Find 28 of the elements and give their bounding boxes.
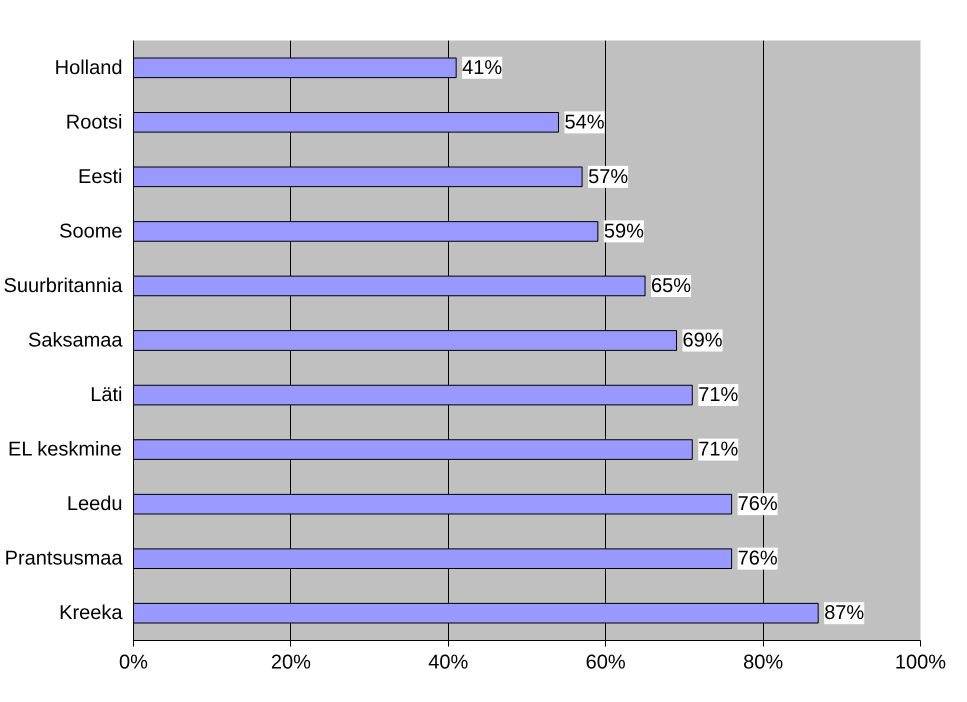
data-label: 71% (698, 438, 739, 461)
y-tick-label: Prantsusmaa (4, 548, 124, 570)
y-tick-label: Soome (59, 220, 123, 242)
x-tick-label: 100% (894, 652, 946, 674)
y-tick-label: Rootsi (66, 111, 123, 134)
data-label: 69% (682, 330, 723, 352)
x-tick-label: 0% (119, 652, 148, 674)
y-tick-label: Läti (90, 384, 123, 406)
data-label: 65% (651, 274, 692, 297)
y-tick-label: Eesti (78, 166, 123, 188)
y-tick-label: EL keskmine (8, 438, 122, 461)
x-tick-label: 20% (270, 652, 312, 674)
data-label: 76% (738, 493, 778, 516)
data-label: 59% (604, 220, 644, 242)
y-tick-label: Saksamaa (28, 330, 124, 352)
x-tick-label: 80% (743, 652, 784, 674)
data-label: 71% (698, 384, 739, 406)
data-label: 41% (462, 56, 502, 79)
y-tick-label: Leedu (66, 493, 123, 516)
data-label: 76% (738, 548, 778, 570)
x-tick-label: 60% (586, 652, 626, 674)
y-tick-label: Kreeka (59, 602, 124, 624)
data-label: 54% (564, 111, 605, 134)
data-label: 57% (588, 166, 628, 188)
data-label: 87% (824, 602, 864, 624)
y-tick-label: Suurbritannia (4, 274, 124, 297)
x-tick-label: 40% (428, 652, 469, 674)
y-tick-label: Holland (54, 56, 123, 79)
